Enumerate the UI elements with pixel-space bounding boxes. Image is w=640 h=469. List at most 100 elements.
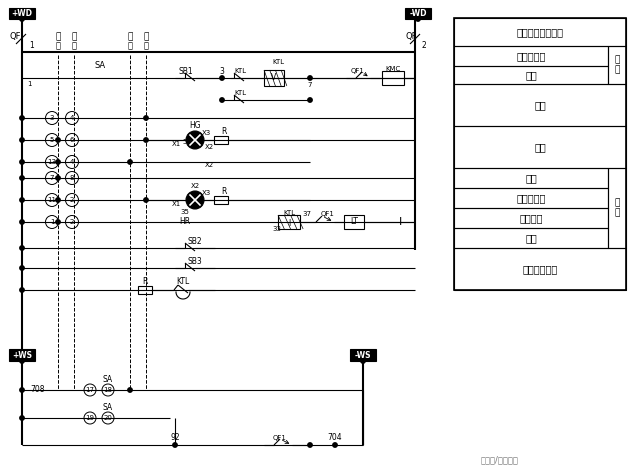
Text: 控制: 控制: [525, 173, 537, 183]
Circle shape: [173, 443, 177, 447]
Text: 5: 5: [183, 139, 187, 145]
Circle shape: [20, 388, 24, 392]
Bar: [9, 349, 35, 361]
Text: 19: 19: [86, 415, 95, 421]
Circle shape: [20, 246, 24, 250]
Text: 2: 2: [70, 197, 74, 203]
Text: 头条号/电气技术: 头条号/电气技术: [481, 455, 519, 464]
Text: 控制: 控制: [525, 70, 537, 80]
Circle shape: [20, 416, 24, 420]
Text: 17: 17: [86, 387, 95, 393]
Circle shape: [308, 443, 312, 447]
Circle shape: [128, 160, 132, 164]
Text: 跳
闸: 跳 闸: [614, 198, 620, 218]
Circle shape: [56, 138, 60, 142]
Text: HG: HG: [189, 121, 201, 130]
Bar: [214, 196, 228, 204]
Text: 红灯: 红灯: [534, 142, 546, 152]
Circle shape: [186, 131, 204, 149]
Text: 2: 2: [70, 219, 74, 225]
Text: X3: X3: [202, 130, 211, 136]
Circle shape: [56, 198, 60, 202]
Text: I: I: [288, 219, 290, 227]
Text: X2: X2: [204, 162, 214, 168]
Text: 1: 1: [50, 219, 54, 225]
Circle shape: [144, 198, 148, 202]
Bar: [454, 46, 608, 66]
Text: KTL: KTL: [283, 210, 295, 216]
Text: -WS: -WS: [355, 350, 371, 360]
Text: X2: X2: [191, 183, 200, 189]
Text: +WD: +WD: [12, 9, 33, 18]
Bar: [454, 248, 626, 290]
Circle shape: [416, 17, 420, 21]
Text: 闸: 闸: [56, 41, 61, 51]
Bar: [344, 215, 364, 229]
Text: 小母线及快分开关: 小母线及快分开关: [516, 27, 563, 37]
Text: X3: X3: [202, 190, 211, 196]
Text: +WS: +WS: [12, 350, 32, 360]
Bar: [454, 126, 626, 168]
Circle shape: [20, 138, 24, 142]
Bar: [608, 46, 626, 84]
Text: HR: HR: [179, 218, 191, 227]
Circle shape: [20, 176, 24, 180]
Text: SB3: SB3: [188, 257, 202, 265]
Bar: [454, 18, 626, 46]
Text: QF1: QF1: [351, 68, 365, 74]
Text: 后: 后: [72, 41, 77, 51]
Circle shape: [56, 176, 60, 180]
Text: 合
闸: 合 闸: [614, 55, 620, 75]
Text: 8: 8: [70, 175, 74, 181]
Bar: [350, 349, 376, 361]
Text: KTL: KTL: [234, 90, 246, 96]
Circle shape: [20, 17, 24, 21]
Text: 37: 37: [303, 211, 312, 217]
Text: KMC: KMC: [385, 66, 401, 72]
Circle shape: [333, 443, 337, 447]
Bar: [608, 168, 626, 248]
Text: KTL: KTL: [177, 278, 189, 287]
Text: KTL: KTL: [234, 68, 246, 74]
Text: 7: 7: [50, 175, 54, 181]
Text: 绿灯: 绿灯: [534, 100, 546, 110]
Text: 704: 704: [328, 433, 342, 442]
Text: X1: X1: [172, 141, 180, 147]
Text: 2: 2: [422, 40, 427, 50]
Bar: [454, 188, 608, 208]
Text: R: R: [221, 128, 227, 136]
Text: SA: SA: [103, 376, 113, 385]
Circle shape: [56, 220, 60, 224]
Circle shape: [144, 116, 148, 120]
Circle shape: [308, 98, 312, 102]
Text: SB1: SB1: [179, 67, 193, 76]
Bar: [454, 66, 608, 84]
Text: 后: 后: [127, 41, 132, 51]
Text: SA: SA: [103, 403, 113, 413]
Text: 6: 6: [70, 137, 74, 143]
Bar: [382, 71, 404, 85]
Text: 3: 3: [220, 67, 225, 76]
Circle shape: [220, 98, 224, 102]
Text: I: I: [398, 217, 402, 227]
Bar: [454, 168, 608, 188]
Text: R: R: [142, 278, 148, 287]
Text: LT: LT: [350, 218, 358, 227]
Text: 708: 708: [31, 386, 45, 394]
Bar: [138, 286, 152, 294]
Circle shape: [20, 266, 24, 270]
Text: V: V: [271, 74, 276, 83]
Text: 闸: 闸: [143, 41, 148, 51]
Circle shape: [20, 198, 24, 202]
Text: 4: 4: [70, 115, 74, 121]
Text: 合: 合: [143, 32, 148, 41]
Text: 35: 35: [180, 209, 189, 215]
Text: 串故音响回路: 串故音响回路: [522, 264, 557, 274]
Text: 开关柜按钮: 开关柜按钮: [516, 51, 546, 61]
Circle shape: [20, 288, 24, 292]
Text: 13: 13: [47, 159, 56, 165]
Text: 3: 3: [50, 115, 54, 121]
Circle shape: [128, 388, 132, 392]
Bar: [405, 8, 431, 19]
Circle shape: [56, 160, 60, 164]
